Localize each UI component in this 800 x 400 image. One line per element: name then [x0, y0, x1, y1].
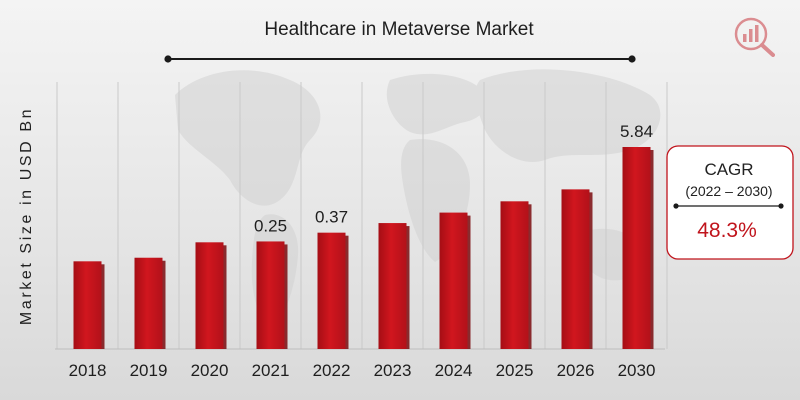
bar-2018	[73, 261, 102, 349]
cagr-divider-dot-left	[673, 203, 679, 209]
x-tick-2030: 2030	[618, 361, 656, 380]
data-labels: 0.25 0.37 5.84	[254, 122, 653, 235]
cagr-value: 48.3%	[697, 219, 757, 242]
bar-2022	[317, 232, 346, 349]
bar-2019	[134, 257, 163, 349]
cagr-period: (2022 – 2030)	[685, 183, 772, 199]
title-underline-dot-left	[164, 55, 172, 63]
x-tick-2022: 2022	[313, 361, 351, 380]
bars	[73, 147, 654, 349]
research-logo-icon	[734, 17, 775, 57]
data-label-2021: 0.25	[254, 216, 287, 235]
cagr-callout: CAGR (2022 – 2030) 48.3%	[666, 145, 794, 260]
x-tick-2021: 2021	[252, 361, 290, 380]
bar-2021	[256, 241, 285, 349]
y-axis-label: Market Size in USD Bn	[18, 107, 35, 325]
bar-2030	[622, 147, 651, 349]
chart-title: Healthcare in Metaverse Market	[264, 19, 534, 40]
x-tick-2025: 2025	[496, 361, 534, 380]
bar-2026	[561, 189, 590, 349]
x-tick-2019: 2019	[130, 361, 168, 380]
x-tick-2018: 2018	[69, 361, 107, 380]
grid-lines	[56, 82, 668, 349]
title-underline-dot-right	[628, 55, 636, 63]
x-tick-2026: 2026	[557, 361, 595, 380]
bar-2025	[500, 201, 529, 349]
x-tick-labels: 2018 2019 2020 2021 2022 2023 2024 2025 2026 2030	[69, 361, 656, 380]
x-tick-2024: 2024	[435, 361, 473, 380]
bar-2023	[378, 223, 407, 349]
bar-2024	[439, 212, 468, 349]
cagr-divider-dot-right	[778, 203, 784, 209]
cagr-title: CAGR	[704, 160, 753, 179]
x-tick-2020: 2020	[191, 361, 229, 380]
data-label-2022: 0.37	[315, 208, 348, 227]
x-tick-2023: 2023	[374, 361, 412, 380]
data-label-2030: 5.84	[620, 122, 653, 141]
bar-2020	[195, 242, 224, 349]
